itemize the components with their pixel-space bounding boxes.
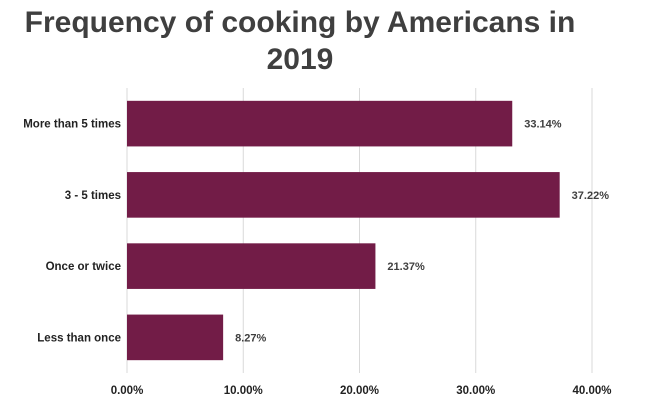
chart-title-line-1: Frequency of cooking by Americans in: [24, 6, 576, 39]
bar-0: [127, 100, 513, 147]
x-tick-label-4: 40.00%: [572, 385, 611, 397]
category-label-2: Once or twice: [46, 261, 121, 273]
x-tick-label-2: 20.00%: [340, 385, 379, 397]
category-label-3: Less than once: [37, 332, 121, 344]
chart-title: Frequency of cooking by Americans in 201…: [0, 4, 600, 78]
data-labels: 33.14% 37.22% 21.37% 8.27%: [235, 119, 609, 345]
x-tick-label-0: 0.00%: [111, 385, 144, 397]
bar-3: [127, 314, 224, 361]
data-label-1: 37.22%: [572, 190, 610, 202]
data-label-0: 33.14%: [524, 119, 562, 131]
x-tick-label-3: 30.00%: [456, 385, 495, 397]
chart-title-line-2: 2019: [266, 43, 334, 76]
x-tick-label-1: 10.00%: [224, 385, 263, 397]
x-tick-labels: 0.00% 10.00% 20.00% 30.00% 40.00%: [111, 385, 612, 397]
bar-1: [127, 172, 560, 218]
bars: [127, 100, 560, 361]
data-label-2: 21.37%: [387, 261, 425, 273]
category-label-1: 3 - 5 times: [65, 190, 121, 202]
category-label-0: More than 5 times: [23, 119, 121, 131]
category-labels: More than 5 times 3 - 5 times Once or twic…: [23, 119, 121, 345]
bar-2: [127, 243, 376, 289]
data-label-3: 8.27%: [235, 332, 266, 344]
